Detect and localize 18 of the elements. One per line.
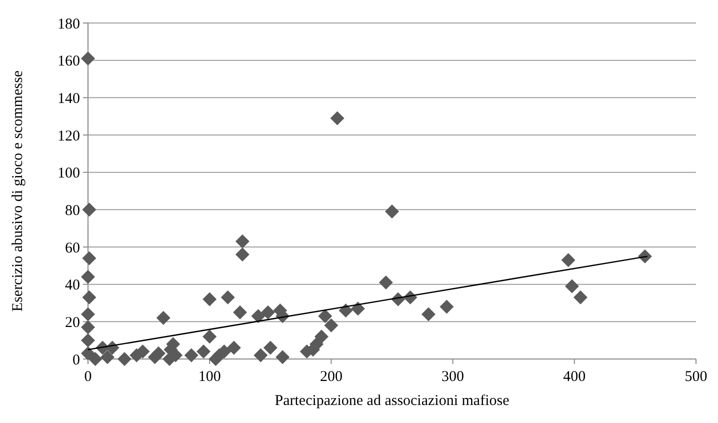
y-tick-label: 100 [58, 166, 80, 182]
y-tick-label: 20 [65, 314, 80, 331]
y-tick-label: 80 [65, 202, 80, 219]
x-axis-title: Partecipazione ad associazioni mafiose [274, 393, 510, 409]
x-tick-label: 500 [684, 369, 708, 385]
y-axis-title: Esercizio abusivo di gioco e scommesse [10, 70, 26, 312]
x-tick-label: 300 [442, 369, 464, 385]
y-tick-label: 180 [58, 16, 80, 32]
y-tick-label: 0 [72, 352, 80, 368]
x-tick-label: 200 [320, 369, 342, 385]
y-tick-label: 140 [58, 90, 80, 107]
x-tick-label: 100 [198, 369, 221, 385]
y-tick-label: 40 [65, 278, 80, 294]
x-tick-label: 400 [563, 369, 586, 385]
y-tick-label: 60 [65, 240, 80, 256]
y-tick-label: 120 [58, 128, 80, 144]
y-tick-label: 160 [58, 54, 80, 70]
x-tick-label: 0 [84, 369, 92, 385]
